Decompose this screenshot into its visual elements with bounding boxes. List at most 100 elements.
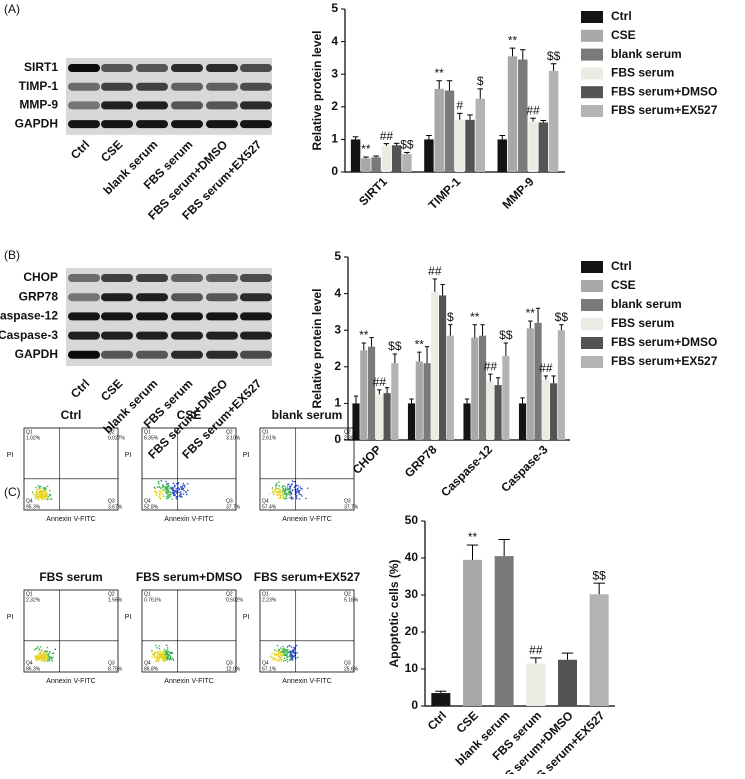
bar: [538, 122, 549, 172]
flow-dot: [54, 648, 57, 651]
flow-dot: [296, 652, 299, 654]
flow-dot: [281, 490, 283, 493]
flow-dot: [166, 652, 169, 655]
flow-title: FBS serum+DMSO: [136, 570, 242, 584]
quadrant-value: 67.1%: [262, 666, 277, 672]
flow-dot: [278, 493, 280, 496]
flow-dot: [40, 487, 42, 490]
flow-dot: [40, 660, 43, 662]
flow-dot: [172, 489, 174, 491]
flow-dot: [175, 482, 178, 485]
flow-dot: [35, 495, 38, 498]
blot-band: [136, 101, 168, 110]
flow-dot: [268, 493, 271, 495]
flow-dot: [271, 491, 274, 494]
bar: [352, 403, 360, 440]
flow-dot: [161, 657, 164, 659]
y-tick-label: 10: [405, 661, 419, 675]
flow-dot: [155, 492, 158, 495]
flow-dot: [291, 480, 294, 482]
flow-dot: [166, 486, 169, 489]
flow-dot: [163, 652, 166, 655]
bar: [381, 145, 392, 172]
flow-dot: [153, 651, 156, 653]
blot-band: [101, 312, 133, 321]
flow-dot: [286, 652, 288, 655]
flow-dot: [48, 660, 51, 662]
quadrant-name: Q1: [144, 591, 151, 597]
significance-label: **: [470, 310, 480, 324]
bar: [497, 139, 507, 172]
legend-label: FBS serum+DMSO: [611, 335, 717, 349]
flow-dot: [293, 646, 295, 649]
quadrant-value: 52.8%: [144, 504, 159, 510]
y-axis-label: Apoptotic cells (%): [387, 559, 401, 667]
flow-dot: [38, 649, 40, 652]
y-tick-label: 2: [334, 359, 341, 373]
flow-dot: [159, 494, 161, 496]
bar: [507, 56, 518, 172]
legend-label: FBS serum+EX527: [611, 354, 718, 368]
significance-label: #: [456, 98, 463, 112]
blot-band: [136, 331, 168, 340]
flow-dot: [39, 493, 42, 496]
bar: [446, 335, 454, 440]
flow-dot: [182, 482, 185, 485]
blot-band: [68, 312, 100, 321]
significance-label: $: [477, 74, 484, 88]
flow-dot: [42, 489, 45, 492]
quadrant-name: Q3: [344, 660, 351, 666]
flow-dot: [277, 490, 280, 493]
flow-dot: [156, 659, 158, 662]
flow-dot: [44, 490, 47, 493]
flow-dot: [301, 488, 303, 490]
flow-dot: [276, 653, 279, 655]
flow-dot: [43, 487, 46, 489]
flow-dot: [176, 496, 178, 498]
flow-dot: [159, 497, 161, 499]
flow-dot: [52, 652, 55, 654]
bar: [502, 355, 510, 440]
flow-dot: [51, 660, 54, 662]
quadrant-name: Q3: [108, 660, 115, 666]
flow-dot: [168, 659, 171, 661]
flow-title: Ctrl: [61, 408, 82, 422]
flow-dot: [40, 496, 43, 499]
flow-dot: [280, 494, 283, 496]
y-tick-label: 0: [331, 164, 338, 178]
flow-dot: [36, 489, 38, 492]
blot-band: [101, 64, 133, 72]
bar: [463, 559, 482, 706]
flow-dot: [49, 651, 51, 653]
blot-band: [101, 120, 133, 129]
flow-dot: [276, 493, 279, 495]
flow-dot: [285, 654, 287, 657]
bar: [361, 158, 371, 172]
bar: [371, 157, 381, 172]
blot-band: [206, 101, 238, 110]
flow-dot: [282, 487, 285, 490]
x-tick-label: TIMP-1: [426, 174, 464, 212]
quadrant-name: Q1: [144, 429, 151, 435]
flow-dot: [162, 654, 164, 657]
blot-row-label: MMP-9: [19, 98, 58, 112]
significance-label: $$: [400, 138, 414, 152]
blot-band: [240, 101, 272, 110]
flow-dot: [296, 656, 299, 659]
flow-dot: [283, 485, 286, 487]
blot-band: [68, 331, 100, 340]
flow-dot: [275, 659, 278, 661]
flow-dot: [50, 658, 53, 660]
flow-dot: [155, 644, 157, 647]
flow-dot: [169, 655, 172, 658]
flow-dot: [282, 489, 284, 492]
flow-dot: [289, 657, 292, 659]
flow-dot: [162, 494, 165, 496]
flow-dot: [167, 485, 170, 488]
flow-dot: [154, 652, 157, 655]
flow-dot: [159, 490, 162, 493]
flow-dot: [49, 493, 52, 496]
flow-dot: [274, 489, 277, 491]
flow-dot: [158, 496, 160, 499]
